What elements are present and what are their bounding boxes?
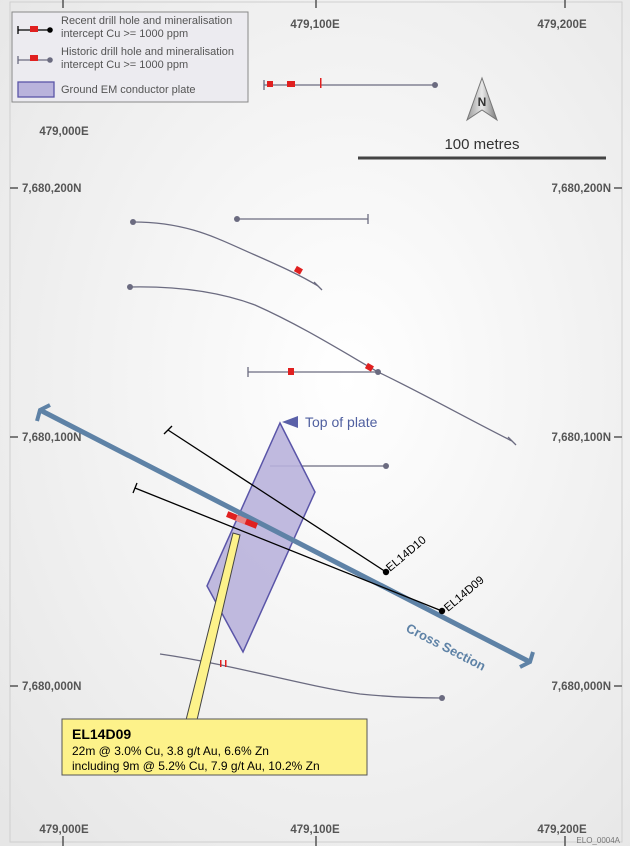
- collar-el14d09: [438, 607, 446, 615]
- easting-label-top-0: 479,000E: [39, 126, 89, 138]
- northing-label-left-2: 7,680,000N: [22, 681, 81, 693]
- north-arrow-letter: N: [478, 95, 487, 109]
- legend-item-3-label: Ground EM conductor plate: [61, 84, 196, 96]
- top-of-plate-pointer-icon: [282, 416, 298, 428]
- northing-label-left-0: 7,680,200N: [22, 183, 81, 195]
- collar-2: [234, 216, 240, 222]
- legend-item-1-line-1: Recent drill hole and mineralisation: [61, 15, 232, 27]
- recent-drill-hole-icon: [17, 26, 53, 34]
- northing-label-right-2: 7,680,000N: [552, 681, 611, 693]
- north-arrow-icon: N: [466, 76, 498, 122]
- recent-hole-el14d10: [167, 429, 387, 573]
- callout-box: [61, 718, 368, 776]
- intercept-historic-3: [320, 78, 322, 88]
- collar-6: [383, 463, 389, 469]
- northing-label-right-0: 7,680,200N: [552, 183, 611, 195]
- historic-drill-holes: [129, 80, 517, 699]
- recent-hole-el14d09: [134, 487, 443, 612]
- grid-ticks: [10, 0, 622, 846]
- easting-label-bottom-0: 479,000E: [39, 824, 89, 836]
- recent-drill-holes: [132, 425, 443, 612]
- legend-item-1-line-2: intercept Cu >= 1000 ppm: [61, 28, 188, 40]
- collar-4: [127, 284, 133, 290]
- easting-label-bottom-2: 479,200E: [537, 824, 587, 836]
- callout-line-2: including 9m @ 5.2% Cu, 7.9 g/t Au, 10.2…: [72, 759, 320, 773]
- collar-1: [432, 82, 438, 88]
- scale-bar-label: 100 metres: [444, 136, 519, 153]
- collar-5: [375, 369, 381, 375]
- historic-hole-7: [159, 653, 443, 699]
- historic-hole-4: [129, 286, 513, 442]
- intercept-historic-5: [364, 362, 374, 372]
- collar-el14d10: [382, 568, 390, 576]
- intercept-historic-8: [225, 660, 227, 667]
- northing-label-left-1: 7,680,100N: [22, 432, 81, 444]
- easting-label-top-1: 479,100E: [290, 19, 340, 31]
- callout-line-1: 22m @ 3.0% Cu, 3.8 g/t Au, 6.6% Zn: [72, 744, 269, 758]
- historic-hole-3: [132, 221, 319, 287]
- callout-title: EL14D09: [72, 726, 131, 742]
- easting-label-bottom-1: 479,100E: [290, 824, 340, 836]
- em-conductor-plate: [206, 421, 316, 654]
- collar-7: [439, 695, 445, 701]
- northing-label-right-1: 7,680,100N: [552, 432, 611, 444]
- figure-code: ELO_0004A: [576, 836, 620, 845]
- em-plate-icon: [17, 81, 55, 98]
- collar-3: [130, 219, 136, 225]
- intercept-historic-2: [287, 81, 295, 87]
- intercept-historic-7: [220, 660, 222, 667]
- intercept-el14d09-gap: [235, 514, 247, 525]
- easting-label-top-2: 479,200E: [537, 19, 587, 31]
- intercept-historic-4: [293, 265, 303, 275]
- legend: Recent drill hole and mineralisation int…: [11, 11, 249, 103]
- cross-section-line: [35, 403, 535, 669]
- intercept-historic-1: [267, 81, 273, 87]
- intercept-historic-6: [288, 368, 294, 375]
- top-of-plate-label: Top of plate: [305, 414, 378, 430]
- legend-item-2-line-1: Historic drill hole and mineralisation: [61, 46, 234, 58]
- historic-drill-hole-icon: [17, 55, 53, 64]
- legend-item-2-line-2: intercept Cu >= 1000 ppm: [61, 59, 188, 71]
